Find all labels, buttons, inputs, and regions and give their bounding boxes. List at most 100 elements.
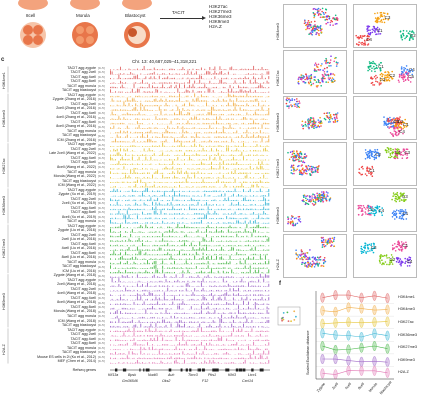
track-peak [245, 299, 246, 301]
track-peak [201, 231, 202, 232]
track-peak [225, 255, 226, 256]
track-peak [199, 114, 200, 115]
track-peak [193, 268, 194, 269]
track-peak [265, 106, 266, 107]
track-peak [164, 109, 165, 110]
track-peak [235, 187, 236, 188]
track-peak [204, 177, 205, 178]
track-peak [152, 304, 153, 305]
track-peak [214, 87, 215, 88]
track-peak [137, 214, 138, 215]
track-peak [123, 110, 124, 111]
track-peak [263, 249, 264, 250]
track-peak [218, 241, 219, 242]
track-peak [245, 169, 246, 170]
track-peak [122, 114, 123, 115]
track-peak [251, 204, 252, 206]
track-peak [123, 263, 124, 264]
track-peak [221, 290, 222, 291]
track-peak [213, 123, 214, 125]
track-peak [132, 105, 133, 106]
track-peak [208, 295, 209, 296]
track-peak [189, 123, 190, 124]
track-peak [161, 182, 162, 183]
track-peak [267, 191, 268, 192]
track-peak [213, 204, 214, 205]
track-peak [182, 204, 183, 205]
track-peak [172, 187, 173, 188]
track-peak [145, 141, 146, 142]
track-peak [230, 200, 231, 201]
track-peak [231, 96, 232, 97]
track-peak [250, 128, 251, 129]
track-peak [236, 281, 237, 282]
track-peak [194, 101, 195, 102]
track-peak [208, 241, 209, 242]
track-peak [221, 218, 222, 219]
track-peak [208, 272, 209, 273]
track-peak [241, 218, 242, 219]
track-peak [236, 209, 237, 210]
track-peak [181, 300, 182, 301]
track-peak [251, 119, 252, 120]
track-peak [230, 191, 231, 192]
track-peak [150, 304, 151, 305]
track-peak [147, 236, 148, 237]
track-peak [174, 164, 175, 165]
track-peak [110, 209, 111, 210]
track-peak [240, 127, 241, 128]
track-peak [147, 160, 148, 161]
track-peak [223, 106, 224, 107]
track-peak [199, 228, 200, 229]
track-peak [176, 169, 177, 170]
track-peak [262, 182, 263, 183]
track-peak [236, 218, 237, 219]
track-peak [139, 227, 140, 228]
track-peak [262, 227, 263, 228]
track-peak [216, 249, 217, 251]
track-peak [132, 189, 133, 192]
track-peak [110, 69, 111, 70]
track-peak [166, 129, 167, 133]
track-peak [135, 214, 136, 215]
track-peak [241, 101, 242, 102]
track-peak [223, 236, 224, 237]
track-peak [198, 236, 199, 237]
track-peak [189, 205, 190, 206]
track-peak [199, 164, 200, 165]
track-peak [137, 132, 138, 133]
track-peak [208, 256, 209, 260]
track-peak [174, 113, 175, 116]
track-peak [226, 286, 227, 287]
track-peak [166, 264, 167, 265]
track-peak [258, 241, 259, 242]
track-peak [187, 100, 188, 101]
track-peak [110, 265, 111, 268]
track-peak [258, 186, 259, 187]
track-peak [223, 218, 224, 219]
track-peak [231, 202, 232, 205]
track-peak [166, 299, 167, 300]
track-peak [189, 250, 190, 251]
track-peak [117, 105, 118, 107]
track-peak [257, 74, 258, 75]
track-peak [226, 300, 227, 301]
track-peak [110, 236, 111, 238]
track-peak [176, 85, 177, 88]
track-peak [152, 133, 153, 134]
track-peak [214, 146, 215, 147]
track-peak [169, 200, 170, 201]
track-peak [238, 231, 239, 232]
track-peak [149, 178, 150, 179]
track-peak [118, 105, 119, 106]
track-peak [257, 144, 258, 147]
track-peak [166, 259, 167, 260]
track-peak [176, 155, 177, 156]
track-peak [157, 90, 158, 93]
track-peak [155, 132, 156, 133]
track-peak [164, 236, 165, 237]
track-peak [149, 84, 150, 88]
track-peak [198, 191, 199, 192]
track-peak [267, 71, 268, 74]
track-peak [233, 232, 234, 233]
